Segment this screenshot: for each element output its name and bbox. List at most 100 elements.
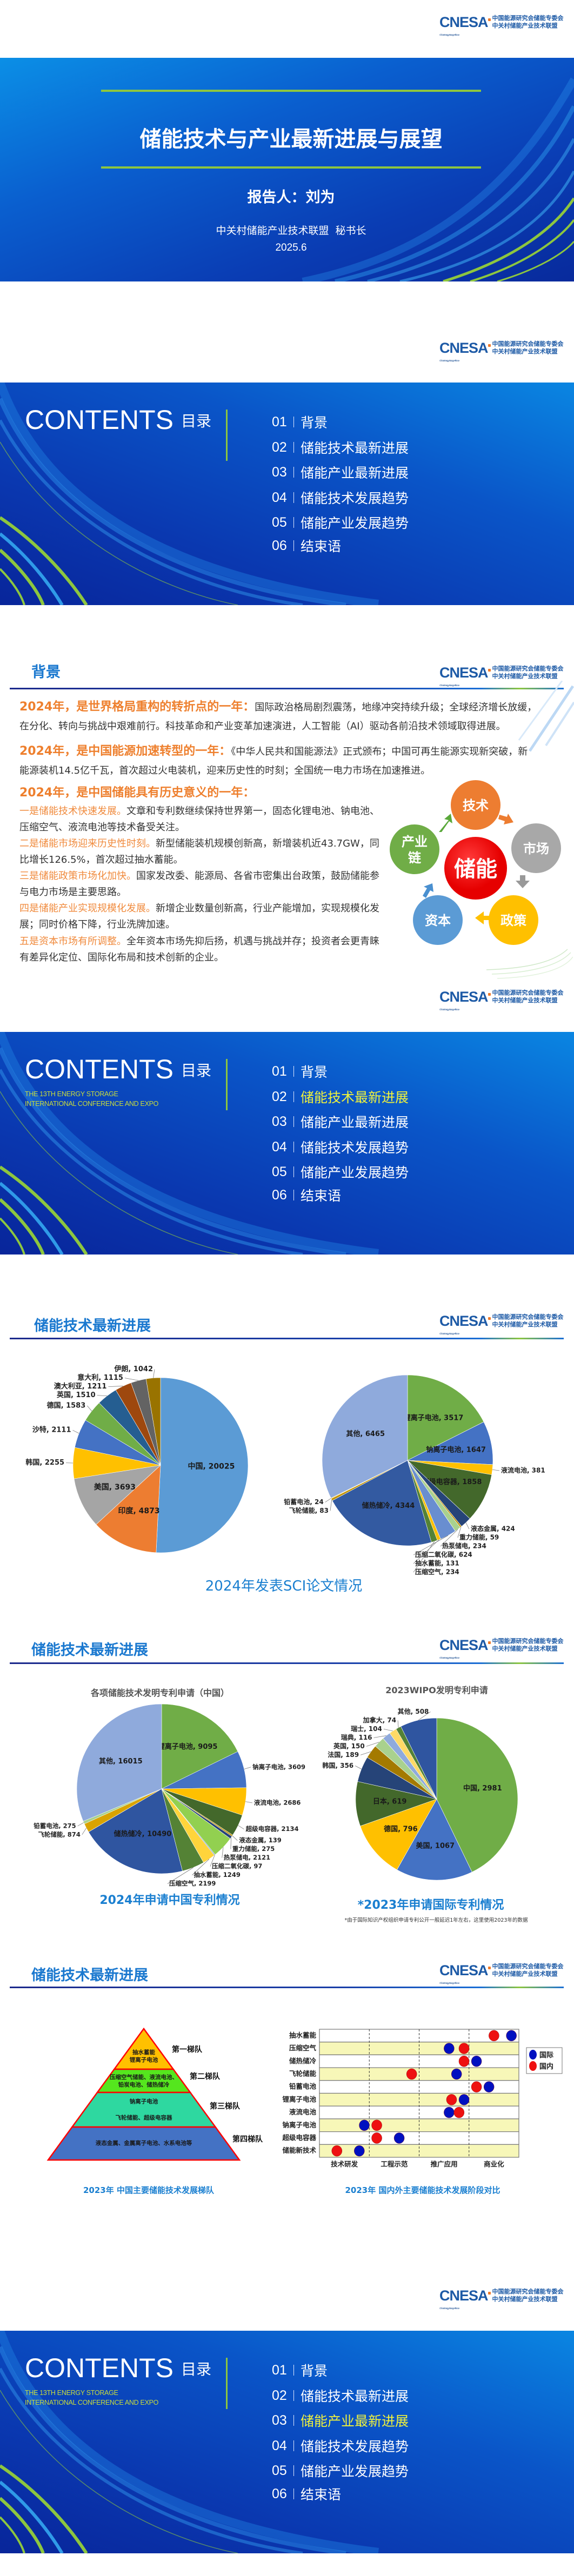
item-number: 03 xyxy=(272,464,287,480)
contents-slide: CONTENTS 目录 THE 13TH ENERGY STORAGE INTERNA… xyxy=(0,2331,574,2553)
contents-item-03[interactable]: 03 储能产业最新进展 xyxy=(272,2411,409,2430)
pie-slice xyxy=(407,1460,470,1527)
node-label: 资本 xyxy=(425,913,451,928)
pie-slice xyxy=(375,1738,437,1800)
pie-label: 锂离子电池, 3517 xyxy=(404,1413,464,1422)
item-number: 04 xyxy=(272,2438,287,2453)
item-label: 储能技术发展趋势 xyxy=(301,1140,409,1156)
separator xyxy=(293,1116,294,1127)
contents-item-05[interactable]: 05 储能产业发展趋势 xyxy=(272,513,409,532)
divider-bar xyxy=(226,410,228,461)
pie-label: 铅蓄电池, 24 xyxy=(283,1498,323,1506)
pie-label: 德国, 796 xyxy=(384,1824,418,1833)
pie-chart-2: 锂离子电池, 3517 钠离子电池, 1647 超级电容器, 1858 储热储冷, 4… xyxy=(283,1374,545,1576)
dot-国际 xyxy=(483,2081,495,2092)
tier-2-text: 压缩空气储能、液流电池、 铅炭电池、储热储冷 xyxy=(110,2074,178,2088)
cnesa-logo: CNESA China Energy Storage Alliance 中国能源研究… xyxy=(439,1313,564,1335)
separator xyxy=(293,1066,294,1077)
leader-line xyxy=(418,1712,431,1721)
paragraph-china-energy: 2024年，是中国能源加速转型的一年：《中华人民共和国能源法》正式颁布；中国可再… xyxy=(19,742,537,780)
contents-item-01[interactable]: 01 背景 xyxy=(272,2361,328,2379)
contents-item-01[interactable]: 01 背景 xyxy=(272,413,328,431)
legend-label: 国际 xyxy=(539,2051,553,2060)
legend-swatch xyxy=(529,2050,537,2060)
arrow-icon xyxy=(439,814,452,832)
contents-item-05[interactable]: 05 储能产业发展趋势 xyxy=(272,2461,409,2480)
pie-label: 法国, 189 xyxy=(328,1750,359,1759)
pie-slice xyxy=(407,1460,493,1475)
point-item: 一是储能技术快速发展。文章和专利数继续保持世界第一，固态化锂电池、钠电池、压缩空… xyxy=(19,803,381,836)
pie-label: 液态金属, 424 xyxy=(471,1525,515,1533)
dot-国内 xyxy=(458,2056,470,2067)
contents-item-03[interactable]: 03 储能产业最新进展 xyxy=(272,1112,409,1131)
logo-text: 中国能源研究会储能专委会 中关村储能产业技术联盟 xyxy=(492,665,564,680)
item-label: 背景 xyxy=(301,2363,328,2379)
point-heading: 三是储能政策市场化加快。 xyxy=(19,870,136,882)
pie-slice xyxy=(407,1460,462,1528)
pie-slice xyxy=(332,1460,432,1546)
item-number: 02 xyxy=(272,439,287,455)
pie-slice xyxy=(407,1460,456,1540)
point-item: 四是储能产业实现规模化发展。新增企业数量创新高，行业产能增加，实现规模化发展；同… xyxy=(19,901,381,933)
pie-slice xyxy=(389,1728,437,1800)
leader-line xyxy=(330,1499,332,1511)
contents-item-04[interactable]: 04 储能技术发展趋势 xyxy=(272,488,409,507)
leader-line xyxy=(413,1541,435,1573)
row-band xyxy=(319,2131,519,2145)
dot-国内 xyxy=(406,2068,417,2080)
dot-国内 xyxy=(453,2107,465,2118)
leader-line xyxy=(465,1522,470,1530)
node-capital xyxy=(413,895,463,945)
reporter: 报告人：刘为 xyxy=(247,189,335,206)
contents-item-01[interactable]: 01 背景 xyxy=(272,1062,328,1081)
contents-item-06[interactable]: 06 结束语 xyxy=(272,536,341,555)
pie-label: 重力储能, 59 xyxy=(459,1533,499,1541)
item-number: 03 xyxy=(272,2412,287,2428)
contents-item-04[interactable]: 04 储能技术发展趋势 xyxy=(272,1138,409,1156)
legend-label: 国内 xyxy=(539,2062,553,2071)
separator xyxy=(293,417,294,427)
separator xyxy=(293,517,294,528)
separator xyxy=(293,2390,294,2401)
item-label: 结束语 xyxy=(301,539,342,554)
dot-国内 xyxy=(331,2145,343,2157)
node-technology xyxy=(451,780,500,830)
item-label: 储能产业发展趋势 xyxy=(301,515,409,531)
logo-text: 中国能源研究会储能专委会 中关村储能产业技术联盟 xyxy=(492,1963,564,1977)
contents-item-02[interactable]: 02 储能技术最新进展 xyxy=(272,2386,409,2405)
contents-item-03[interactable]: 03 储能产业最新进展 xyxy=(272,463,409,481)
logo-text: 中国能源研究会储能专委会 中关村储能产业技术联盟 xyxy=(492,1638,564,1652)
contents-item-06[interactable]: 06 结束语 xyxy=(272,2485,341,2503)
contents-item-04[interactable]: 04 储能技术发展趋势 xyxy=(272,2437,409,2455)
item-number: 05 xyxy=(272,514,287,530)
contents-slide: CONTENTS 目录 THE 13TH ENERGY STORAGE INTERNA… xyxy=(0,1032,574,1255)
contents-item-02[interactable]: 02 储能技术最新进展 xyxy=(272,1088,409,1106)
item-label: 结束语 xyxy=(301,1188,342,1204)
point-heading: 四是储能产业实现规模化发展。 xyxy=(19,903,156,914)
node-label: 技术 xyxy=(463,798,489,813)
arrow-icon xyxy=(498,814,513,824)
contents-item-05[interactable]: 05 储能产业发展趋势 xyxy=(272,1163,409,1181)
conference-subtitle: THE 13TH ENERGY STORAGE xyxy=(25,1090,118,1098)
leader-line xyxy=(373,1735,386,1738)
legend-swatch xyxy=(529,2061,537,2071)
item-number: 04 xyxy=(272,489,287,505)
date: 2025.6 xyxy=(275,242,307,253)
item-label: 储能产业最新进展 xyxy=(301,465,409,481)
cnesa-logo: CNESA China Energy Storage Alliance 中国能源研究… xyxy=(439,989,564,1011)
tier-3-text: 钠离子电池 飞轮储能、超级电容器 xyxy=(115,2098,172,2121)
separator xyxy=(293,467,294,478)
contents-item-02[interactable]: 02 储能技术最新进展 xyxy=(272,438,409,457)
dot-国内 xyxy=(458,2043,470,2054)
logo-text: 中国能源研究会储能专委会 中关村储能产业技术联盟 xyxy=(492,1313,564,1328)
chart-title: 各项储能技术发明专利申请（中国） xyxy=(90,1688,229,1698)
dot-国际 xyxy=(359,2119,370,2131)
contents-item-06[interactable]: 06 结束语 xyxy=(272,1186,341,1204)
point-body: 新型储能装机规模创新高，新增装机近43.7GW，同比增长126.5%，首次超过抽… xyxy=(19,838,379,866)
dot-国际 xyxy=(471,2056,482,2067)
pie-slice xyxy=(401,1718,437,1800)
tier-label: 第三梯队 xyxy=(210,2102,240,2111)
leader-line xyxy=(325,1498,331,1502)
row-band xyxy=(319,2067,519,2081)
